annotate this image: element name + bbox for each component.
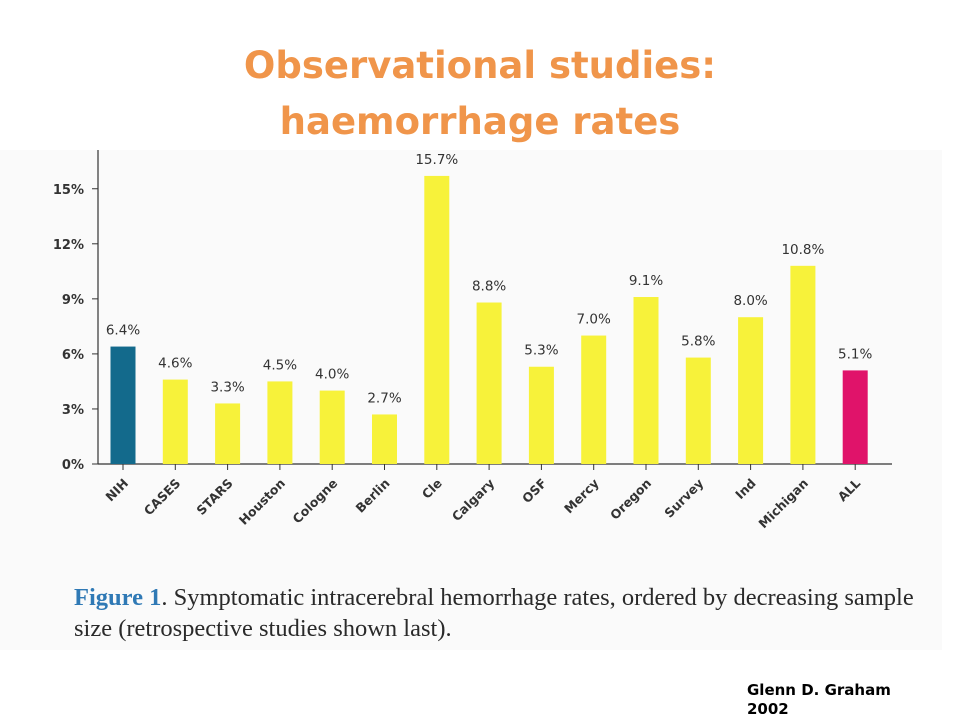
bar-oregon xyxy=(633,297,659,464)
data-label: 9.1% xyxy=(629,273,663,289)
data-label: 5.8% xyxy=(681,334,715,350)
data-label: 4.6% xyxy=(158,356,192,372)
slide-title: Observational studies: haemorrhage rates xyxy=(0,38,960,150)
bar-cologne xyxy=(319,390,345,464)
category-label: Survey xyxy=(661,476,706,521)
bar-houston xyxy=(267,381,293,464)
credit-year: 2002 xyxy=(747,700,789,718)
y-tick-label: 3% xyxy=(62,403,84,418)
category-label: Houston xyxy=(236,476,288,528)
category-label: Cologne xyxy=(289,476,340,527)
bar-osf xyxy=(528,366,554,464)
category-label: ALL xyxy=(835,475,864,504)
data-label: 4.5% xyxy=(263,357,297,373)
y-tick-label: 15% xyxy=(53,183,84,198)
bar-survey xyxy=(685,357,711,464)
category-label: Mercy xyxy=(561,476,602,517)
category-label: Ind xyxy=(732,476,759,503)
bar-all xyxy=(842,370,868,464)
bar-mercy xyxy=(581,335,607,464)
bar-calgary xyxy=(476,302,502,464)
data-label: 4.0% xyxy=(315,367,349,383)
data-label: 7.0% xyxy=(577,312,611,328)
category-label: STARS xyxy=(193,476,235,518)
category-label: CASES xyxy=(141,476,184,519)
author-credit: Glenn D. Graham 2002 xyxy=(747,681,947,719)
title-line-2: haemorrhage rates xyxy=(279,100,681,143)
data-label: 3.3% xyxy=(210,379,244,395)
bar-berlin xyxy=(372,414,397,464)
category-label: OSF xyxy=(519,476,550,507)
data-label: 2.7% xyxy=(367,390,401,406)
data-label: 8.8% xyxy=(472,279,506,295)
bar-cases xyxy=(162,379,188,464)
figure-caption: Figure 1. Symptomatic intracerebral hemo… xyxy=(74,582,914,644)
y-tick-label: 9% xyxy=(62,293,84,308)
y-tick-label: 12% xyxy=(53,238,84,253)
caption-label: Figure 1 xyxy=(74,584,162,611)
y-tick-label: 6% xyxy=(62,348,84,363)
category-label: Berlin xyxy=(353,476,393,516)
figure-scan-panel: 0% 3% 6% 9% 12% 15% 6.4% NIH 4.6% CASES 3.3% STARS 4… xyxy=(0,150,942,650)
bar-chart: 0% 3% 6% 9% 12% 15% 6.4% NIH 4.6% CASES 3.3% STARS 4… xyxy=(53,150,892,532)
data-label: 5.3% xyxy=(524,343,558,359)
title-line-1: Observational studies: xyxy=(243,44,717,87)
category-label: Calgary xyxy=(449,476,498,525)
bar-cle xyxy=(424,175,450,464)
data-label: 8.0% xyxy=(733,293,767,309)
data-label: 15.7% xyxy=(415,152,458,168)
y-tick-label: 0% xyxy=(62,458,84,473)
credit-author: Glenn D. Graham xyxy=(747,681,891,699)
data-label: 5.1% xyxy=(838,346,872,362)
caption-text: . Symptomatic intracerebral hemorrhage r… xyxy=(74,584,914,642)
bar-ind xyxy=(738,317,764,464)
category-label: Oregon xyxy=(607,476,654,523)
category-label: NIH xyxy=(102,476,131,505)
category-label: Cle xyxy=(419,476,445,502)
bar-stars xyxy=(215,403,241,464)
data-label: 6.4% xyxy=(106,323,140,339)
bar-michigan xyxy=(790,265,816,464)
data-label: 10.8% xyxy=(781,242,824,258)
bar-nih xyxy=(110,346,136,464)
category-label: Michigan xyxy=(755,476,811,532)
